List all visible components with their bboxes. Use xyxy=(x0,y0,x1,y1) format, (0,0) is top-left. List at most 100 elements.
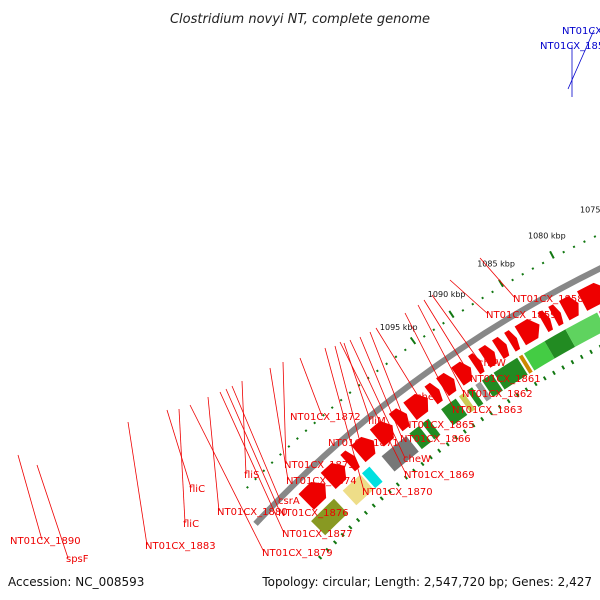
callout-line xyxy=(282,361,287,465)
gene-label[interactable]: NT01CX_1863 xyxy=(452,405,523,416)
callout-line xyxy=(339,341,407,475)
kbp-minor-tick xyxy=(422,334,426,338)
gene-label[interactable]: NT01CX_1879 xyxy=(262,548,333,559)
inner-tick xyxy=(387,489,392,494)
callout-line xyxy=(369,331,407,425)
callout-line xyxy=(324,347,365,492)
gene-label[interactable]: NT01CX_1865 xyxy=(404,420,475,431)
forward-gene-7 xyxy=(403,393,429,421)
kbp-minor-tick xyxy=(321,413,325,417)
gene-label[interactable]: NT01CX_1852 xyxy=(540,41,600,52)
gene-label[interactable]: NT01CX_1873 xyxy=(284,460,355,471)
forward-gene-10 xyxy=(451,361,473,386)
gene-label[interactable]: NT01CX_1874 xyxy=(286,476,357,487)
kbp-major-tick xyxy=(409,336,417,345)
gene-label[interactable]: cheA xyxy=(416,392,441,403)
inner-tick xyxy=(403,475,409,480)
inner-tick xyxy=(533,381,538,387)
gene-label[interactable]: NT01CX_1876 xyxy=(278,508,349,519)
gene-label[interactable]: fliM xyxy=(368,416,386,427)
kbp-minor-tick xyxy=(511,278,514,282)
reverse-gene-1 xyxy=(311,498,348,536)
inner-tick xyxy=(524,387,529,392)
forward-gene-8 xyxy=(424,382,443,405)
gene-label[interactable]: fliS xyxy=(244,470,259,481)
reverse-gene-10 xyxy=(475,381,492,402)
kbp-major-tick xyxy=(549,250,555,259)
inner-tick xyxy=(317,555,323,560)
forward-gene-9 xyxy=(436,372,457,397)
gene-label[interactable]: NT01CX_1883 xyxy=(145,541,216,552)
callout-line xyxy=(449,279,489,315)
gene-label[interactable]: csrA xyxy=(278,496,300,507)
genome-summary: Topology: circular; Length: 2,547,720 bp… xyxy=(261,575,592,589)
gene-label[interactable]: spsF xyxy=(66,554,89,565)
inner-tick xyxy=(561,365,566,370)
forward-gene-11 xyxy=(468,353,485,375)
gene-label[interactable]: NT01CX_1871 xyxy=(328,438,399,449)
gene-label[interactable]: NT01CX_1870 xyxy=(362,487,433,498)
kbp-label: 1095 kbp xyxy=(380,323,418,332)
kbp-minor-tick xyxy=(394,355,398,359)
callout-line xyxy=(17,454,43,541)
forward-gene-16 xyxy=(537,310,554,333)
inner-tick xyxy=(445,442,450,447)
kbp-minor-tick xyxy=(432,328,436,332)
reverse-gene-14 xyxy=(523,341,555,371)
kbp-minor-tick xyxy=(270,461,274,465)
kbp-ticks: 1060 kbp1065 kbp1070 kbp1075 kbp1080 kbp… xyxy=(246,206,600,560)
inner-tick xyxy=(480,416,485,422)
kbp-minor-tick xyxy=(593,235,597,238)
gene-label[interactable]: NT01CX_1880 xyxy=(217,507,288,518)
kbp-minor-tick xyxy=(562,250,566,254)
gene-label[interactable]: NT01CX_1869 xyxy=(404,470,475,481)
callout-line xyxy=(343,342,371,421)
kbp-minor-tick xyxy=(541,261,545,265)
gene-tracks xyxy=(253,265,600,536)
forward-gene-5 xyxy=(369,421,394,447)
reverse-gene-9 xyxy=(467,387,484,408)
inner-tick xyxy=(589,349,593,355)
inner-tick xyxy=(515,393,520,398)
callout-line xyxy=(349,339,406,459)
inner-tick xyxy=(371,503,376,508)
gene-label[interactable]: fliC xyxy=(189,484,205,495)
kbp-minor-tick xyxy=(572,245,576,249)
forward-gene-2 xyxy=(320,462,347,489)
forward-gene-12 xyxy=(478,344,497,368)
gene-label[interactable]: NT01CX_1858 xyxy=(513,294,584,305)
gene-label[interactable]: NT01CX_1861 xyxy=(470,374,541,385)
gene-label[interactable]: NT01CX_1862 xyxy=(462,389,533,400)
inner-tick xyxy=(412,468,417,473)
callout-line xyxy=(241,380,247,475)
gene-label[interactable]: cheW xyxy=(478,358,506,369)
gene-label[interactable]: fliC xyxy=(183,519,199,530)
gene-label[interactable]: NT01CX_1890 xyxy=(10,536,81,547)
stripe-overlay xyxy=(565,312,600,347)
callout-line xyxy=(431,294,481,363)
reverse-gene-6 xyxy=(421,418,441,440)
accession-text: Accession: NC_008593 xyxy=(8,575,144,589)
kbp-minor-tick xyxy=(304,429,308,433)
reverse-gene-3 xyxy=(361,466,383,489)
kbp-label: 1080 kbp xyxy=(528,231,566,240)
gene-label[interactable]: NT01CX_1851 xyxy=(562,26,600,37)
gene-label[interactable]: NT01CX_1872 xyxy=(290,412,361,423)
callout-line xyxy=(334,345,361,443)
kbp-minor-tick xyxy=(262,469,266,473)
gene-label[interactable]: cheW xyxy=(403,454,431,465)
reverse-gene-4 xyxy=(381,435,419,472)
gene-label[interactable]: NT01CX_1859 xyxy=(486,310,557,321)
forward-gene-18 xyxy=(558,295,579,321)
callout-line xyxy=(417,304,465,394)
gene-label[interactable]: NT01CX_1866 xyxy=(400,434,471,445)
inner-tick xyxy=(437,448,442,453)
forward-gene-14 xyxy=(504,330,521,352)
inner-tick xyxy=(363,510,368,515)
kbp-major-tick xyxy=(448,310,455,319)
inner-tick xyxy=(489,410,493,416)
inner-tick xyxy=(420,461,425,467)
gene-label[interactable]: NT01CX_1877 xyxy=(282,529,353,540)
kbp-minor-tick xyxy=(442,321,445,325)
